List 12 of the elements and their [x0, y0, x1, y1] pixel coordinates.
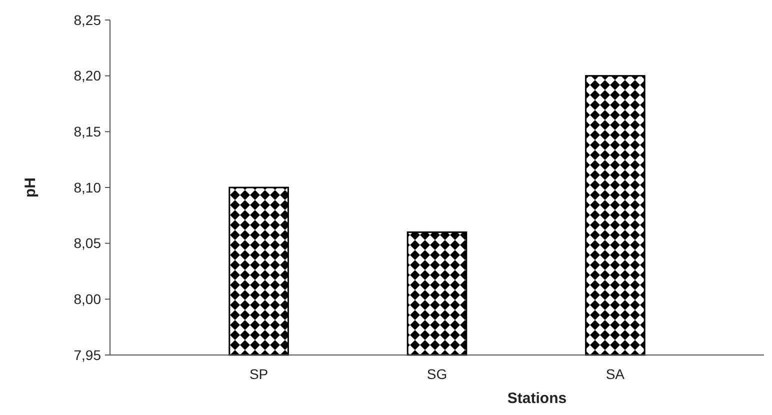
y-axis-title: pH	[22, 178, 39, 198]
y-tick-label: 7,95	[74, 346, 102, 363]
x-tick-label: SA	[606, 366, 626, 382]
x-tick-label: SG	[426, 366, 448, 382]
y-tick-label: 8,20	[74, 68, 102, 84]
y-tick-label: 8,00	[74, 291, 102, 308]
y-tick-label: 8,05	[74, 235, 102, 252]
y-tick-label: 8,15	[74, 124, 102, 140]
x-axis-title: Stations	[507, 390, 567, 407]
x-tick-label: SP	[249, 366, 268, 382]
y-tick-label: 8,10	[74, 179, 102, 196]
y-tick-label: 8,25	[74, 12, 102, 28]
